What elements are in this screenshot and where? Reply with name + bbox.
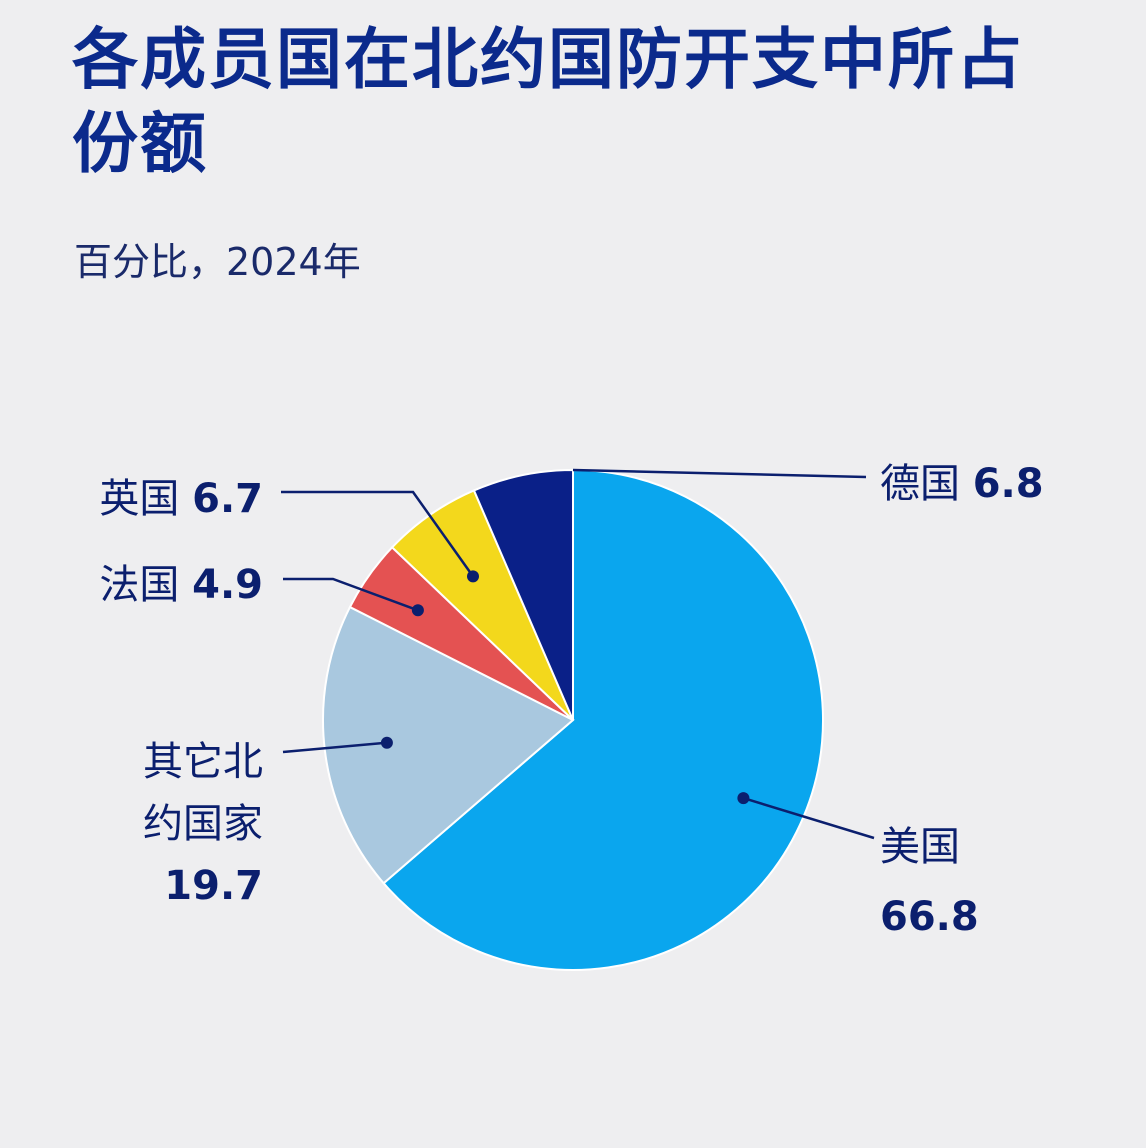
slice-value-france: 4.9 xyxy=(192,562,263,608)
pie-slice-germany xyxy=(472,468,574,721)
pie-slice-us xyxy=(382,468,824,971)
leader-line-others xyxy=(282,741,388,754)
leader-line-uk xyxy=(281,490,475,578)
leader-line-germany xyxy=(572,468,867,479)
slice-name-us-0: 美国 xyxy=(880,824,960,870)
slice-label-others: 其它北约国家 19.7 xyxy=(143,739,263,909)
slice-value-germany: 6.8 xyxy=(973,461,1044,507)
slice-value-us: 66.8 xyxy=(880,894,979,940)
leader-dot-uk xyxy=(467,570,479,583)
chart-subtitle: 百分比，2024年 xyxy=(74,240,361,284)
leader-dot-france xyxy=(411,604,424,617)
leader-dot-others xyxy=(380,736,393,749)
slice-name-uk: 英国 xyxy=(99,476,192,522)
slice-value-uk: 6.7 xyxy=(192,476,263,522)
pie-slice-others xyxy=(322,605,575,885)
chart-title: 各成员国在北约国防开支中所占份额 xyxy=(72,21,1024,182)
slice-name-france: 法国 xyxy=(99,562,192,608)
slice-label-uk: 英国 6.7 xyxy=(99,476,263,522)
slice-name-others-1: 约国家 xyxy=(143,801,263,847)
leader-line-france xyxy=(283,577,419,612)
slice-label-france: 法国 4.9 xyxy=(99,562,263,608)
slice-label-germany: 德国 6.8 xyxy=(880,461,1044,507)
leader-line-us xyxy=(743,796,875,840)
slice-name-others-0: 其它北 xyxy=(143,739,263,785)
slice-label-us: 美国 66.8 xyxy=(880,824,979,940)
slice-name-germany: 德国 xyxy=(880,461,973,507)
slice-value-others: 19.7 xyxy=(164,863,263,909)
leader-dot-us xyxy=(737,792,750,805)
